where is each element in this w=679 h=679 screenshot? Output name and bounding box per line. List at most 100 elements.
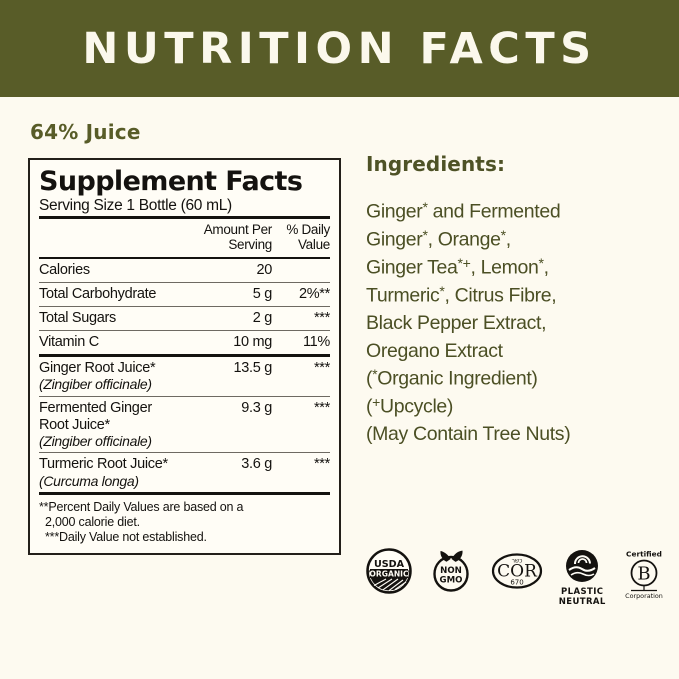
ingredients-heading: Ingredients:: [366, 152, 506, 176]
row-amount-vitamin-c: 10 mg: [233, 334, 272, 351]
header-daily-value: % Daily Value: [272, 219, 330, 257]
badge-b-corp: Certified B Corporation: [622, 548, 666, 602]
page-title: NUTRITION FACTS: [82, 23, 597, 74]
nutrient-rows-2: Total Carbohydrate 5 g 2%**: [39, 283, 330, 306]
header-dv-line1: % Daily: [286, 222, 330, 238]
table-row-total-sugars: Total Sugars 2 g ***: [39, 307, 330, 330]
badge-non-gmo: NON GMO: [428, 548, 474, 594]
ingredients-line-4: Turmeric*, Citrus Fibre,: [366, 283, 557, 307]
divider-under-header: [39, 256, 330, 259]
certification-badges: USDA ORGANIC NON GMO כשר COR 670: [366, 548, 666, 607]
serving-size-text: Serving Size 1 Bottle (60 mL): [39, 196, 232, 214]
herb-common-name-2a: Fermented Ginger: [39, 399, 152, 416]
herb-rows-3: Turmeric Root Juice* (Curcuma longa) 3.6…: [39, 453, 330, 492]
ingredients-line-3: Ginger Tea*+, Lemon*,: [366, 255, 549, 279]
page-header: NUTRITION FACTS: [0, 0, 679, 97]
row-dv-ginger-root-juice: ***: [313, 360, 330, 377]
herb-common-name-2b: Root Juice*: [39, 416, 110, 433]
table-row-turmeric-root-juice: Turmeric Root Juice* (Curcuma longa) 3.6…: [39, 453, 330, 492]
badge-plastic-neutral: PLASTIC NEUTRAL: [559, 548, 606, 607]
panel-footnotes: **Percent Daily Values are based on a 2,…: [39, 495, 330, 546]
herb-rows-2: Fermented Ginger Root Juice* (Zingiber o…: [39, 397, 330, 453]
cor-kosher-icon: כשר COR 670: [491, 553, 542, 589]
divider-before-herbs: [39, 354, 330, 358]
b-corp-letter-text: B: [637, 564, 650, 585]
ingredients-line-7: (*Organic Ingredient): [366, 366, 538, 390]
row-name-ginger-root-juice: Ginger Root Juice* (Zingiber officinale): [39, 357, 214, 396]
row-amount-turmeric-root-juice: 3.6 g: [241, 456, 272, 473]
table-row-fermented-ginger-root-juice: Fermented Ginger Root Juice* (Zingiber o…: [39, 397, 330, 453]
plastic-neutral-icon: [566, 550, 599, 582]
row-name-calories: Calories: [39, 261, 90, 278]
cor-hebrew-text: כשר: [511, 558, 522, 565]
badge-cor-kosher: כשר COR 670: [491, 548, 543, 594]
herb-rows-1: Ginger Root Juice* (Zingiber officinale)…: [39, 357, 330, 396]
row-amount-calories: 20: [256, 261, 272, 278]
row-dv-turmeric-root-juice: ***: [313, 456, 330, 473]
ingredients-line-2: Ginger*, Orange*,: [366, 227, 511, 251]
organic-text: ORGANIC: [369, 570, 409, 579]
supplement-facts-column: 64% Juice Supplement Facts Serving Size …: [28, 120, 341, 555]
header-dv-line2: Value: [297, 237, 330, 253]
ingredients-list: Ginger* and Fermented Ginger*, Orange*, …: [366, 198, 666, 449]
divider-thick-top: [39, 216, 330, 220]
row-name-turmeric-root-juice: Turmeric Root Juice* (Curcuma longa): [39, 453, 227, 492]
plastic-neutral-caption: PLASTIC NEUTRAL: [559, 587, 606, 607]
row-amount-fermented-ginger-root-juice: 9.3 g: [241, 399, 272, 416]
usda-text: USDA: [374, 559, 405, 570]
footnote-line-2: 2,000 calorie diet.: [45, 515, 140, 530]
table-row-calories: Calories 20: [39, 259, 330, 282]
row-name-fermented-ginger-root-juice: Fermented Ginger Root Juice* (Zingiber o…: [39, 397, 222, 453]
nutrition-table: Amount Per Serving % Daily Value: [39, 219, 331, 257]
header-amount-line1: Amount Per: [203, 222, 273, 238]
row-dv-vitamin-c: 11%: [302, 334, 330, 351]
row-dv-total-sugars: ***: [313, 310, 330, 327]
supplement-facts-panel: Supplement Facts Serving Size 1 Bottle (…: [28, 158, 341, 555]
herb-latin-name-3: (Curcuma longa): [39, 472, 139, 489]
herb-latin-name-2: (Zingiber officinale): [39, 433, 152, 450]
plastic-neutral-caption-line2: NEUTRAL: [558, 597, 606, 608]
table-row-ginger-root-juice: Ginger Root Juice* (Zingiber officinale)…: [39, 357, 330, 396]
b-corp-corporation-text: Corporation: [625, 592, 663, 600]
row-dv-calories: [272, 259, 330, 282]
divider-herb-2: [39, 452, 330, 454]
herb-common-name-3: Turmeric Root Juice*: [39, 456, 168, 473]
ingredients-column: Ingredients: Ginger* and Fermented Ginge…: [366, 152, 666, 449]
ingredients-line-8: (+Upcycle): [366, 394, 454, 418]
non-text: NON: [440, 566, 462, 576]
ingredients-line-1: Ginger* and Fermented: [366, 199, 561, 223]
table-row-total-carbohydrate: Total Carbohydrate 5 g 2%**: [39, 283, 330, 306]
b-corp-icon: Certified B Corporation: [625, 550, 663, 601]
row-dv-total-carbohydrate: 2%**: [298, 285, 330, 302]
divider-before-footnotes: [39, 491, 330, 495]
table-row-vitamin-c: Vitamin C 10 mg 11%: [39, 331, 330, 354]
ingredients-line-5: Black Pepper Extract,: [366, 312, 547, 335]
supplement-facts-title: Supplement Facts: [39, 166, 303, 197]
nutrient-rows: Calories 20: [39, 259, 330, 282]
nutrient-rows-4: Vitamin C 10 mg 11%: [39, 331, 330, 354]
row-name-total-carbohydrate: Total Carbohydrate: [39, 285, 157, 302]
plastic-neutral-caption-line1: PLASTIC: [561, 587, 604, 597]
badge-usda-organic: USDA ORGANIC: [366, 548, 412, 594]
footnote-line-1: **Percent Daily Values are based on a: [39, 499, 244, 514]
herb-latin-name-1: (Zingiber officinale): [39, 376, 152, 393]
cor-text: COR: [497, 562, 538, 582]
header-amount-line2: Serving: [228, 237, 272, 253]
herb-common-name-1: Ginger Root Juice*: [39, 360, 156, 377]
row-amount-total-sugars: 2 g: [252, 310, 273, 327]
gmo-text: GMO: [440, 576, 463, 586]
ingredients-line-9: (May Contain Tree Nuts): [366, 423, 571, 446]
header-amount-per-serving: Amount Per Serving: [39, 219, 273, 257]
row-amount-ginger-root-juice: 13.5 g: [233, 360, 272, 377]
row-amount-total-carbohydrate: 5 g: [252, 285, 273, 302]
row-name-total-sugars: Total Sugars: [39, 310, 116, 327]
nutrient-rows-3: Total Sugars 2 g ***: [39, 307, 330, 330]
ingredients-line-6: Oregano Extract: [366, 339, 503, 362]
non-gmo-icon: NON GMO: [433, 550, 469, 592]
row-name-vitamin-c: Vitamin C: [39, 334, 99, 351]
juice-percentage-label: 64% Juice: [30, 120, 141, 144]
row-dv-fermented-ginger-root-juice: ***: [313, 399, 330, 416]
divider-row-2: [39, 306, 330, 308]
usda-organic-icon: USDA ORGANIC: [366, 548, 412, 594]
cor-number-text: 670: [510, 579, 523, 587]
